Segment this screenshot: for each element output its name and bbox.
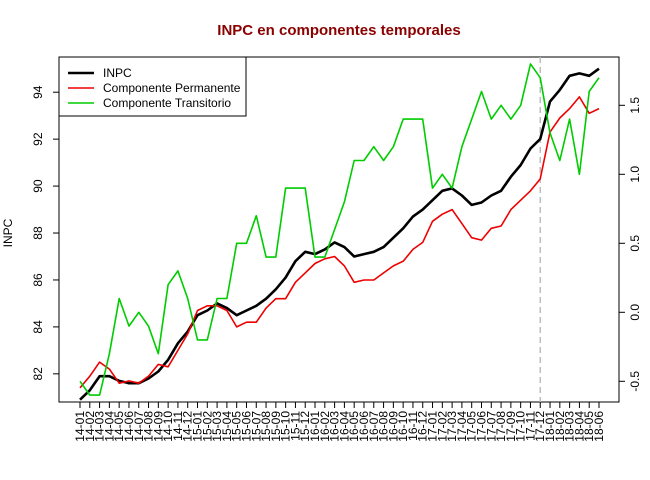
x-tick-label: 14-07 [132, 411, 146, 442]
x-tick-label: 16-01 [308, 411, 322, 442]
right-tick-label: 1.0 [628, 166, 642, 183]
x-tick-label: 15-02 [200, 411, 214, 442]
left-tick-label: 82 [31, 367, 45, 381]
x-tick-label: 15-03 [210, 411, 224, 442]
x-tick-label: 16-06 [357, 411, 371, 442]
x-tick-label: 18-04 [572, 411, 586, 442]
right-tick-label: 0.0 [628, 304, 642, 321]
series-line-2 [79, 63, 600, 396]
x-tick-label: 15-05 [230, 411, 244, 442]
x-tick-label: 18-05 [582, 411, 596, 442]
x-tick-label: 14-08 [142, 411, 156, 442]
x-tick-label: 14-01 [73, 411, 87, 442]
right-y-axis: -0.5 0.0 0.5 1.0 1.5 [619, 97, 642, 392]
x-tick-label: 15-09 [269, 411, 283, 442]
x-tick-label: 15-11 [288, 411, 302, 441]
series-layer [79, 63, 600, 401]
x-tick-label: 14-10 [161, 411, 175, 442]
legend-box [58, 56, 247, 117]
x-tick-label: 14-11 [171, 411, 185, 441]
left-y-axis: 82 84 86 88 90 92 94 [31, 85, 59, 381]
x-tick-label: 17-07 [484, 411, 498, 442]
series-line-0 [79, 67, 600, 401]
plot-frame [58, 56, 620, 403]
x-tick-label: 17-06 [474, 411, 488, 442]
x-tick-label: 18-06 [592, 411, 606, 442]
x-tick-label: 17-01 [426, 411, 440, 442]
left-tick-label: 88 [31, 226, 45, 240]
x-tick-label: 17-03 [445, 411, 459, 442]
x-tick-label: 17-08 [494, 411, 508, 442]
left-tick-label: 94 [31, 85, 45, 99]
x-tick-label: 17-10 [514, 411, 528, 442]
x-tick-label: 15-06 [239, 411, 253, 442]
legend-label-inpc: INPC [103, 66, 132, 80]
x-tick-label: 16-08 [377, 411, 391, 442]
x-tick-label: 16-09 [386, 411, 400, 442]
x-tick-label: 18-03 [563, 411, 577, 442]
x-tick-label: 17-11 [523, 411, 537, 441]
left-tick-label: 92 [31, 132, 45, 146]
x-tick-label: 18-02 [553, 411, 567, 442]
x-tick-label: 14-06 [122, 411, 136, 442]
x-tick-label: 16-11 [406, 411, 420, 441]
right-tick-label: -0.5 [628, 371, 642, 392]
x-tick-label: 15-08 [259, 411, 273, 442]
x-tick-label: 16-04 [337, 411, 351, 442]
chart-title: INPC en componentes temporales [217, 22, 460, 39]
x-tick-label: 15-04 [220, 411, 234, 442]
x-tick-label: 15-01 [191, 411, 205, 442]
x-tick-label: 17-12 [533, 411, 547, 442]
x-tick-label: 17-09 [504, 411, 518, 442]
x-tick-label: 17-05 [465, 411, 479, 442]
x-tick-label: 16-02 [318, 411, 332, 442]
right-tick-label: 1.5 [628, 97, 642, 114]
x-tick-label: 14-03 [93, 411, 107, 442]
left-tick-label: 86 [31, 273, 45, 287]
x-tick-label: 15-10 [279, 411, 293, 442]
x-tick-label: 14-04 [102, 411, 116, 442]
x-axis: 14-0114-0214-0314-0414-0514-0614-0714-08… [73, 402, 606, 442]
x-tick-label: 16-03 [328, 411, 342, 442]
legend-label-transitorio: Componente Transitorio [103, 96, 231, 110]
right-tick-label: 0.5 [628, 235, 642, 252]
x-tick-label: 17-04 [455, 411, 469, 442]
left-tick-label: 84 [31, 320, 45, 334]
x-tick-label: 15-07 [249, 411, 263, 442]
x-tick-label: 14-02 [83, 411, 97, 442]
x-tick-label: 14-09 [151, 411, 165, 442]
legend: INPC Componente Permanente Componente Tr… [58, 56, 247, 117]
y-axis-label: INPC [1, 218, 15, 247]
left-tick-label: 90 [31, 179, 45, 193]
series-line-1 [79, 96, 600, 389]
x-tick-label: 17-02 [435, 411, 449, 442]
x-tick-label: 14-12 [181, 411, 195, 442]
x-tick-label: 18-01 [543, 411, 557, 442]
x-tick-label: 16-12 [416, 411, 430, 442]
legend-label-permanente: Componente Permanente [103, 81, 241, 95]
x-tick-label: 16-05 [347, 411, 361, 442]
x-tick-label: 16-10 [396, 411, 410, 442]
x-tick-label: 16-07 [367, 411, 381, 442]
x-tick-label: 15-12 [298, 411, 312, 442]
x-tick-label: 14-05 [112, 411, 126, 442]
